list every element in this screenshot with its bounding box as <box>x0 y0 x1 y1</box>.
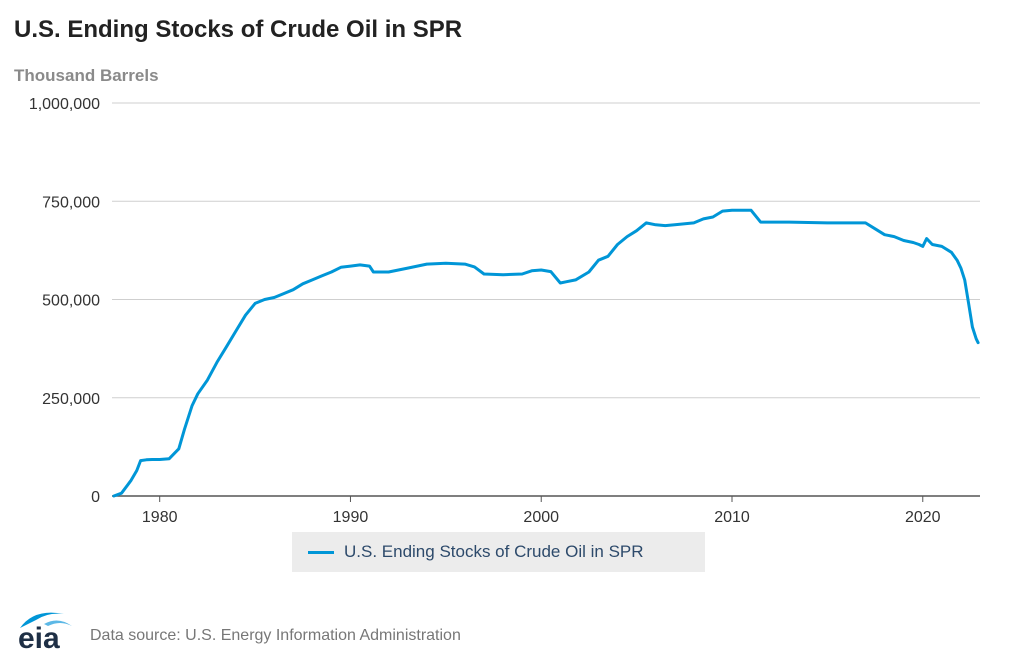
legend-swatch <box>308 550 334 554</box>
x-tick-label: 1990 <box>333 509 369 526</box>
y-axis-unit-label: Thousand Barrels <box>14 66 159 85</box>
chart-title: U.S. Ending Stocks of Crude Oil in SPR <box>14 16 463 43</box>
axes: 0 250,000 500,000 750,000 1,000,000 1980 1990 2… <box>29 96 980 526</box>
gridlines <box>112 102 980 399</box>
svg-text:eia: eia <box>18 622 60 654</box>
y-tick-label: 250,000 <box>42 391 100 408</box>
series-line <box>112 208 980 498</box>
x-tick-label: 2010 <box>714 509 750 526</box>
y-tick-label: 0 <box>91 489 100 506</box>
x-tick-label: 2020 <box>905 509 941 526</box>
x-tick-label: 1980 <box>142 509 178 526</box>
legend[interactable]: U.S. Ending Stocks of Crude Oil in SPR <box>292 532 705 572</box>
data-source-note: Data source: U.S. Energy Information Adm… <box>90 627 461 644</box>
x-tick-label: 2000 <box>523 509 559 526</box>
series-layer <box>112 208 980 498</box>
y-tick-label: 500,000 <box>42 293 100 310</box>
y-tick-label: 750,000 <box>42 194 100 211</box>
legend-label: U.S. Ending Stocks of Crude Oil in SPR <box>344 542 644 561</box>
y-tick-label: 1,000,000 <box>29 96 100 113</box>
eia-logo: eia <box>18 612 72 654</box>
